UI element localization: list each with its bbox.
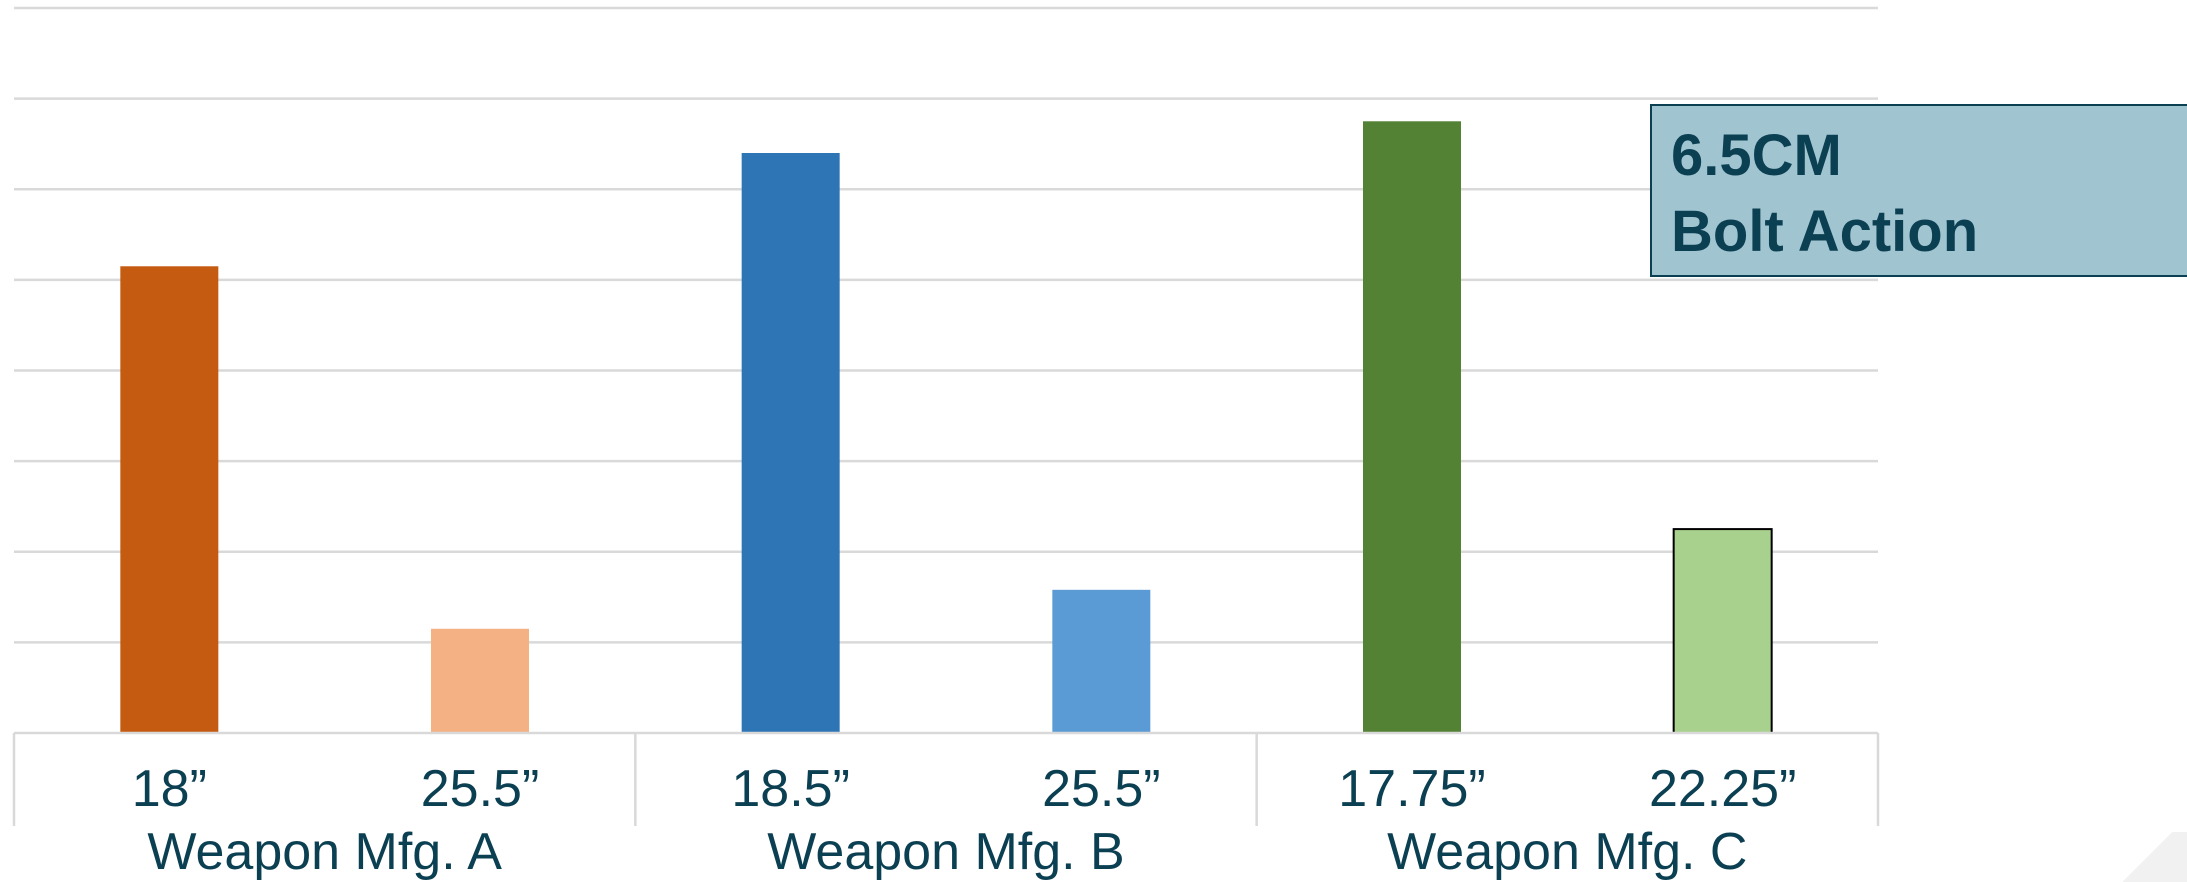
x-axis (12, 731, 1880, 826)
bar (1672, 528, 1773, 734)
page-corner-decoration (2107, 832, 2187, 882)
bars (120, 121, 1773, 734)
gridlines (14, 6, 1878, 644)
bar (1363, 121, 1461, 733)
x-group-label: Weapon Mfg. C (1387, 823, 1747, 881)
x-group-label: Weapon Mfg. B (767, 823, 1124, 881)
x-tick-labels: 18” 25.5” 18.5” 25.5” 17.75” 22.25” (132, 760, 1797, 818)
x-tick-label: 25.5” (421, 760, 540, 818)
bar (1052, 589, 1151, 733)
chart-callout-box: 6.5CM Bolt Action (1650, 104, 2187, 277)
x-tick-label: 17.75” (1338, 760, 1485, 818)
bar (120, 266, 219, 733)
bar (741, 153, 840, 733)
bar (431, 628, 529, 733)
x-tick-label: 25.5” (1042, 760, 1161, 818)
callout-action-type: Bolt Action (1671, 199, 1979, 264)
x-tick-label: 18.5” (731, 760, 850, 818)
x-group-label: Weapon Mfg. A (147, 823, 502, 881)
x-tick-label: 22.25” (1649, 760, 1796, 818)
x-tick-label: 18” (132, 760, 207, 818)
group-labels: Weapon Mfg. A Weapon Mfg. B Weapon Mfg. C (147, 823, 1747, 881)
callout-caliber: 6.5CM (1671, 123, 1842, 188)
